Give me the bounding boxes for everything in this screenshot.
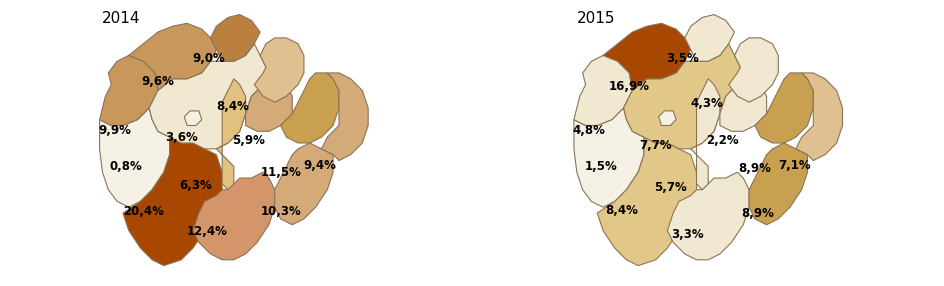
Polygon shape [754,73,813,143]
Polygon shape [321,73,368,160]
Polygon shape [254,38,304,102]
Polygon shape [123,137,222,266]
Text: 2014: 2014 [102,11,141,26]
Polygon shape [666,172,749,260]
Text: 3,3%: 3,3% [670,228,702,241]
Polygon shape [184,111,201,126]
Polygon shape [573,108,643,207]
Polygon shape [728,38,778,102]
Polygon shape [573,55,632,126]
Polygon shape [280,73,339,143]
Text: 8,4%: 8,4% [605,204,637,217]
Text: 4,8%: 4,8% [572,124,605,137]
Polygon shape [99,55,158,126]
Text: 2015: 2015 [576,11,615,26]
Polygon shape [719,79,766,131]
Text: 9,0%: 9,0% [192,52,225,65]
Text: 8,9%: 8,9% [738,162,770,175]
Polygon shape [216,79,245,196]
Text: 1,5%: 1,5% [583,160,616,173]
Polygon shape [597,137,696,266]
Polygon shape [690,79,719,196]
Text: 4,3%: 4,3% [690,97,722,110]
Text: 0,8%: 0,8% [110,160,143,173]
Polygon shape [193,172,275,260]
Text: 3,5%: 3,5% [666,52,699,65]
Text: 9,9%: 9,9% [98,124,131,137]
Text: 12,4%: 12,4% [186,225,228,238]
Polygon shape [99,108,170,207]
Text: 11,5%: 11,5% [260,166,301,179]
Text: 8,9%: 8,9% [741,206,773,220]
Text: 9,4%: 9,4% [304,159,336,172]
Text: 2,2%: 2,2% [705,134,738,147]
Polygon shape [149,44,265,149]
Text: 7,7%: 7,7% [639,139,671,152]
Text: 7,1%: 7,1% [778,159,810,172]
Polygon shape [623,44,739,149]
Polygon shape [795,73,842,160]
Polygon shape [658,111,675,126]
Text: 3,6%: 3,6% [165,131,197,144]
Text: 10,3%: 10,3% [260,205,301,218]
Polygon shape [749,143,806,225]
Polygon shape [128,23,216,90]
Text: 6,3%: 6,3% [179,178,211,192]
Polygon shape [275,143,333,225]
Polygon shape [602,23,690,90]
Text: 20,4%: 20,4% [123,205,163,218]
Polygon shape [684,15,733,61]
Text: 16,9%: 16,9% [608,80,649,94]
Text: 5,7%: 5,7% [653,181,685,194]
Polygon shape [245,79,292,131]
Text: 5,9%: 5,9% [231,134,264,147]
Text: 8,4%: 8,4% [216,100,248,113]
Text: 9,6%: 9,6% [141,75,174,88]
Polygon shape [211,15,260,61]
